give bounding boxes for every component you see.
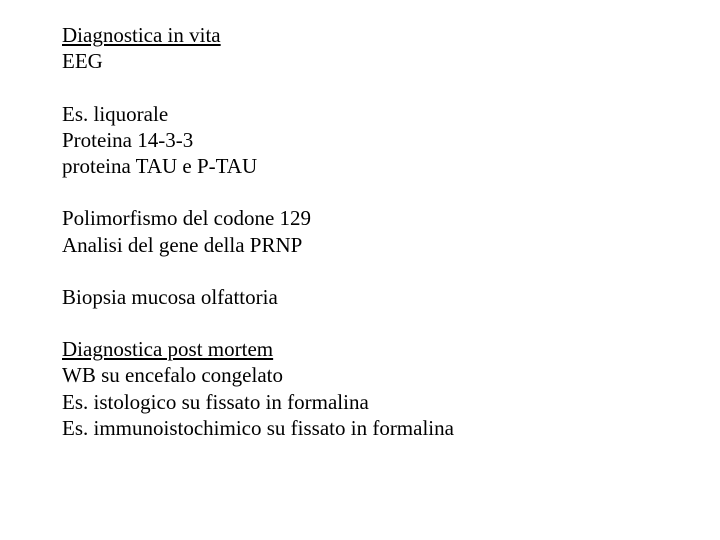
section-invita-a: Diagnostica in vita EEG xyxy=(62,22,720,75)
text-line: Proteina 14-3-3 xyxy=(62,127,720,153)
text-line: proteina TAU e P-TAU xyxy=(62,153,720,179)
section-postmortem: Diagnostica post mortem WB su encefalo c… xyxy=(62,336,720,441)
text-line: Es. liquorale xyxy=(62,101,720,127)
text-line: Analisi del gene della PRNP xyxy=(62,232,720,258)
section-invita-b: Es. liquorale Proteina 14-3-3 proteina T… xyxy=(62,101,720,180)
text-line: WB su encefalo congelato xyxy=(62,362,720,388)
document-page: Diagnostica in vita EEG Es. liquorale Pr… xyxy=(0,0,720,441)
text-line: Polimorfismo del codone 129 xyxy=(62,205,720,231)
heading-invita: Diagnostica in vita xyxy=(62,22,720,48)
text-line: Biopsia mucosa olfattoria xyxy=(62,284,720,310)
text-line: Es. istologico su fissato in formalina xyxy=(62,389,720,415)
section-invita-d: Biopsia mucosa olfattoria xyxy=(62,284,720,310)
section-invita-c: Polimorfismo del codone 129 Analisi del … xyxy=(62,205,720,258)
text-line: Es. immunoistochimico su fissato in form… xyxy=(62,415,720,441)
text-line: EEG xyxy=(62,48,720,74)
heading-postmortem: Diagnostica post mortem xyxy=(62,336,720,362)
